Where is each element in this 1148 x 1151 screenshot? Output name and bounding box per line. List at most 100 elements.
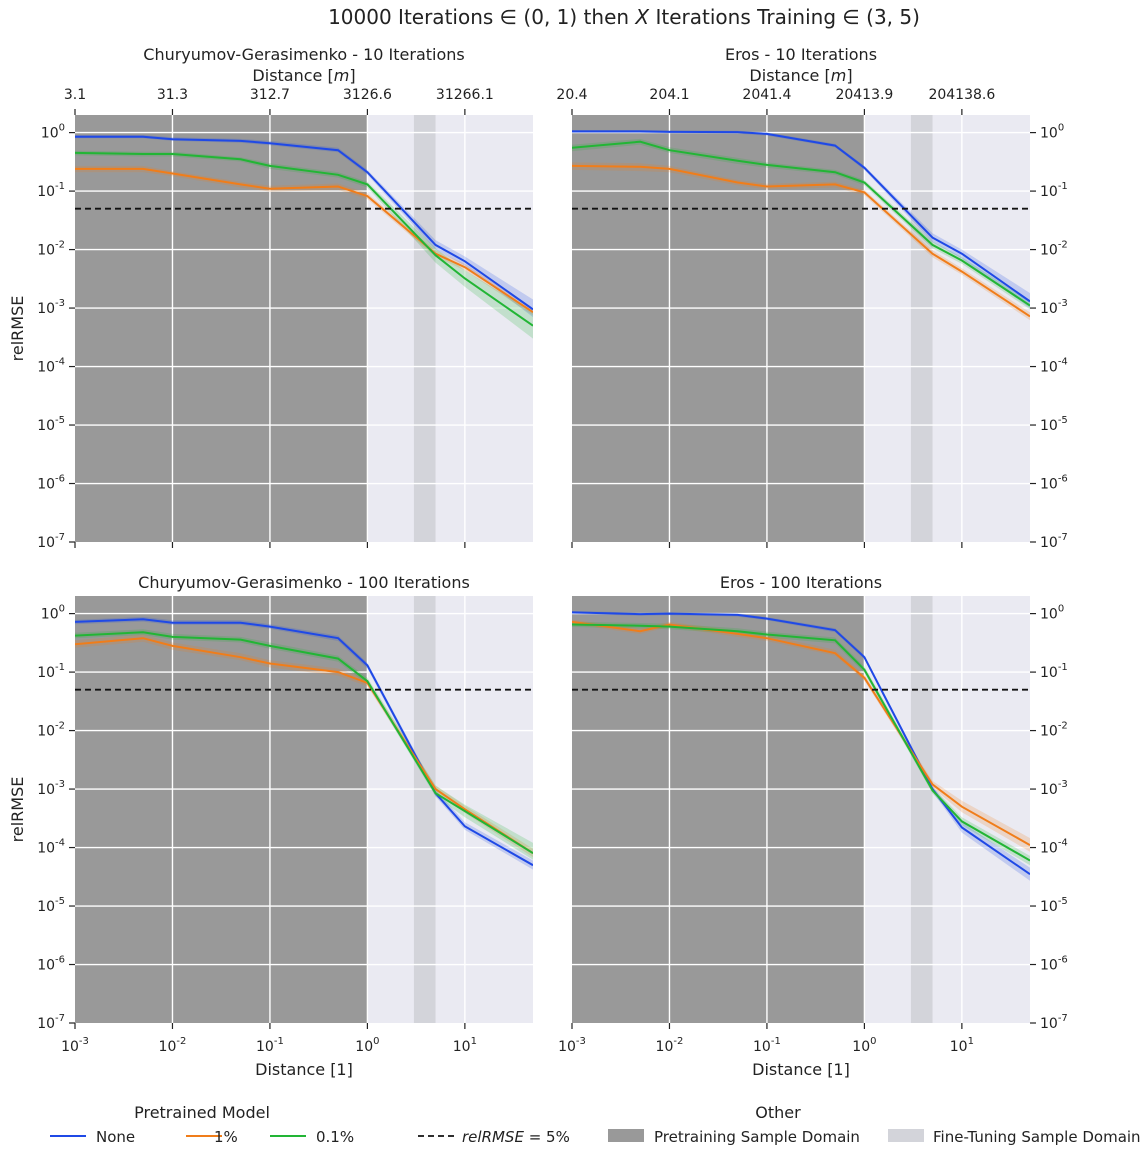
- y-tick-label: 10-6: [1040, 474, 1068, 493]
- panel-2: Eros - 10 Iterations 10-7 10-6 10-5 10-4 10-3…: [556, 45, 1067, 551]
- y-tick-label: 10-4: [37, 838, 65, 857]
- series-line-0.1%: [75, 631, 533, 855]
- secondary-x-tick-label: 31.3: [157, 87, 188, 103]
- panel-title: Eros - 10 Iterations: [725, 45, 877, 64]
- legend-label: Pretraining Sample Domain: [654, 1128, 860, 1146]
- secondary-x-tick-label: 312.7: [250, 87, 290, 103]
- series-line-1%: [572, 620, 1030, 846]
- x-axis: 10-3 10-2 10-1 100 101: [558, 1023, 974, 1055]
- pretraining-domain-region: [572, 115, 865, 542]
- x-tick-label: 101: [453, 1036, 477, 1055]
- y-axis: 10-7 10-6 10-5 10-4 10-3 10-2 10-1 100: [37, 123, 75, 551]
- legend-title-pretrained-model: Pretrained Model: [134, 1103, 270, 1122]
- y-tick-label: 10-1: [1040, 662, 1068, 681]
- secondary-x-tick-label: 20413.9: [835, 87, 893, 103]
- y-tick-label: 10-2: [1040, 240, 1068, 259]
- panel-title: Churyumov-Gerasimenko - 100 Iterations: [138, 573, 470, 592]
- series-line-1%: [75, 167, 533, 314]
- y-tick-label: 10-1: [37, 662, 65, 681]
- y-tick-label: 10-4: [1040, 838, 1068, 857]
- secondary-x-tick-label: 31266.1: [436, 87, 494, 103]
- legend-item: Fine-Tuning Sample Domain: [888, 1128, 1141, 1146]
- x-axis-label: Distance [1]: [255, 1060, 353, 1079]
- panel-title: Churyumov-Gerasimenko - 10 Iterations: [143, 45, 464, 64]
- y-tick-label: 10-6: [1040, 955, 1068, 974]
- secondary-x-axis: 3.1 31.3 312.7 3126.6 31266.1 Distance [m]: [64, 66, 494, 115]
- y-tick-label: 100: [41, 123, 65, 142]
- legend-item: relRMSE = 5%: [418, 1128, 570, 1146]
- y-tick-label: 10-6: [37, 474, 65, 493]
- y-tick-label: 10-1: [1040, 181, 1068, 200]
- y-tick-label: 10-3: [1040, 298, 1068, 317]
- y-tick-label: 10-4: [1040, 357, 1068, 376]
- series-line-None: [572, 611, 1030, 876]
- y-tick-label: 10-4: [37, 357, 65, 376]
- legend-swatch-patch: [608, 1129, 644, 1142]
- legend-label: 0.1%: [316, 1128, 354, 1146]
- y-tick-label: 10-5: [37, 415, 65, 434]
- secondary-x-tick-label: 2041.4: [742, 87, 791, 103]
- x-tick-label: 10-1: [256, 1036, 284, 1055]
- finetuning-domain-region: [413, 596, 436, 1023]
- legend: Pretrained Model Other None 1% 0.1% relRMSE =…: [50, 1103, 1141, 1146]
- panel-title: Eros - 100 Iterations: [720, 573, 882, 592]
- y-tick-label: 10-3: [37, 779, 65, 798]
- legend-item: 0.1%: [270, 1128, 354, 1146]
- x-tick-label: 10-2: [656, 1036, 684, 1055]
- panels: Churyumov-Gerasimenko - 10 Iterations 10-…: [8, 45, 1068, 1079]
- x-tick-label: 101: [950, 1036, 974, 1055]
- legend-title-other: Other: [755, 1103, 801, 1122]
- grid: [572, 115, 1030, 542]
- legend-item: Pretraining Sample Domain: [608, 1128, 860, 1146]
- series-line-0.1%: [572, 140, 1030, 307]
- secondary-x-tick-label: 3.1: [64, 87, 86, 103]
- y-tick-label: 10-3: [1040, 779, 1068, 798]
- y-tick-label: 10-5: [1040, 415, 1068, 434]
- series-group: [75, 616, 533, 870]
- y-tick-label: 10-7: [37, 532, 65, 551]
- legend-label: 1%: [214, 1128, 238, 1146]
- x-tick-label: 100: [852, 1036, 876, 1055]
- secondary-x-tick-label: 204.1: [649, 87, 689, 103]
- legend-label: None: [96, 1128, 135, 1146]
- finetuning-domain-region: [413, 115, 436, 542]
- y-tick-label: 10-7: [1040, 532, 1068, 551]
- y-axis-label: relRMSE: [8, 296, 27, 362]
- series-group: [572, 611, 1030, 881]
- pretraining-domain-region: [75, 596, 368, 1023]
- secondary-x-tick-label: 204138.6: [928, 87, 995, 103]
- x-tick-label: 10-1: [753, 1036, 781, 1055]
- series-group: [572, 130, 1030, 321]
- grid: [75, 115, 533, 542]
- y-tick-label: 10-6: [37, 955, 65, 974]
- y-tick-label: 10-2: [37, 240, 65, 259]
- panel-3: Churyumov-Gerasimenko - 100 Iterations 10…: [8, 573, 533, 1079]
- y-axis: 10-7 10-6 10-5 10-4 10-3 10-2 10-1 100: [1030, 604, 1068, 1032]
- secondary-x-tick-label: 20.4: [556, 87, 587, 103]
- y-tick-label: 10-7: [1040, 1013, 1068, 1032]
- y-axis: 10-7 10-6 10-5 10-4 10-3 10-2 10-1 100: [37, 604, 75, 1032]
- figure-title: 10000 Iterations ∈ (0, 1) then X Iterati…: [328, 5, 920, 29]
- grid: [572, 596, 1030, 1023]
- y-tick-label: 10-2: [1040, 721, 1068, 740]
- series-line-1%: [75, 637, 533, 855]
- legend-swatch-patch: [888, 1129, 924, 1142]
- series-line-1%: [572, 164, 1030, 318]
- series-line-0.1%: [75, 151, 533, 327]
- x-tick-label: 10-2: [159, 1036, 187, 1055]
- y-tick-label: 100: [41, 604, 65, 623]
- x-tick-label: 100: [355, 1036, 379, 1055]
- legend-label: relRMSE = 5%: [462, 1128, 570, 1146]
- series-line-0.1%: [572, 623, 1030, 862]
- panel-1: Churyumov-Gerasimenko - 10 Iterations 10-…: [8, 45, 533, 551]
- y-tick-label: 10-5: [37, 896, 65, 915]
- finetuning-domain-region: [910, 115, 933, 542]
- series-line-None: [75, 135, 533, 311]
- x-tick-label: 10-3: [61, 1036, 89, 1055]
- x-tick-label: 10-3: [558, 1036, 586, 1055]
- legend-item: 1%: [186, 1128, 238, 1146]
- legend-label: Fine-Tuning Sample Domain: [933, 1128, 1141, 1146]
- x-axis: [74, 542, 466, 548]
- series-group: [75, 135, 533, 339]
